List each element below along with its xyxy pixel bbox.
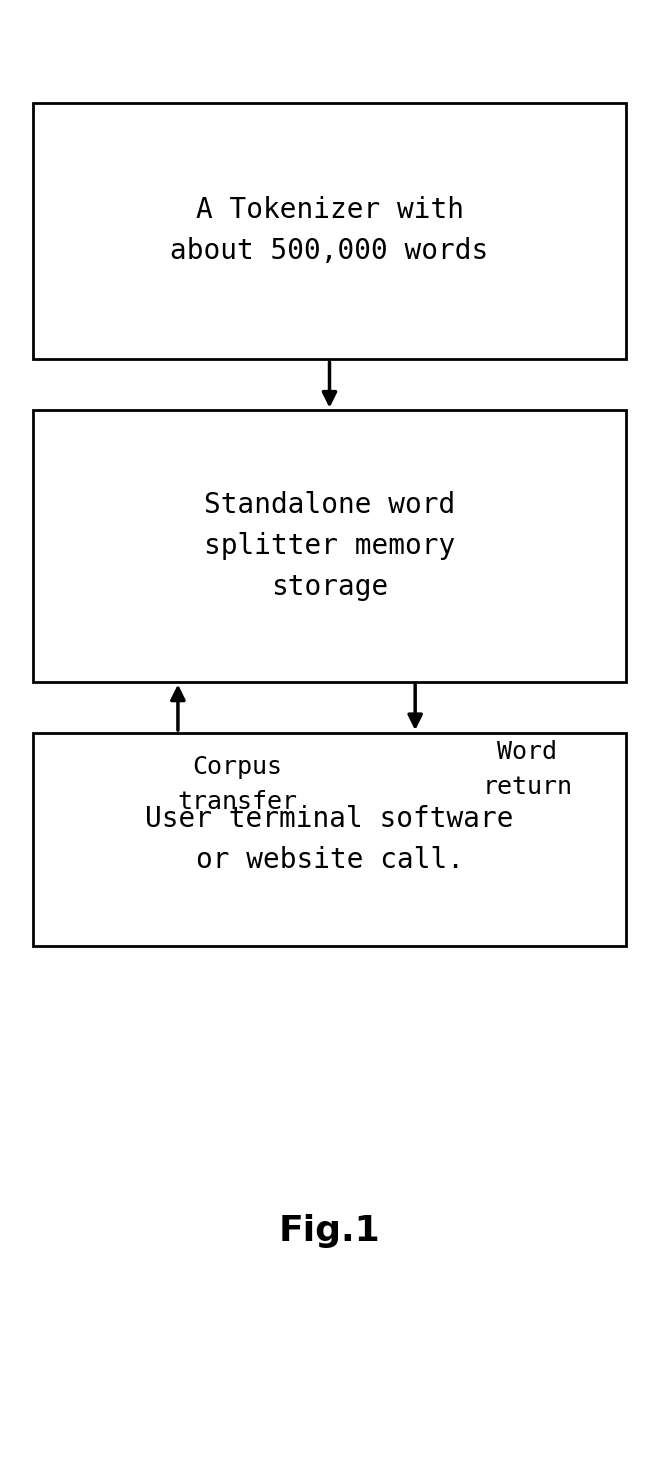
Text: User terminal software
or website call.: User terminal software or website call. [145,805,514,874]
FancyBboxPatch shape [33,410,626,682]
Text: Standalone word
splitter memory
storage: Standalone word splitter memory storage [204,491,455,601]
Text: Word
return: Word return [482,740,572,799]
FancyBboxPatch shape [33,733,626,946]
Text: Corpus
transfer: Corpus transfer [177,755,297,814]
Text: A Tokenizer with
about 500,000 words: A Tokenizer with about 500,000 words [171,196,488,265]
FancyBboxPatch shape [33,103,626,359]
Text: Fig.1: Fig.1 [279,1214,380,1249]
